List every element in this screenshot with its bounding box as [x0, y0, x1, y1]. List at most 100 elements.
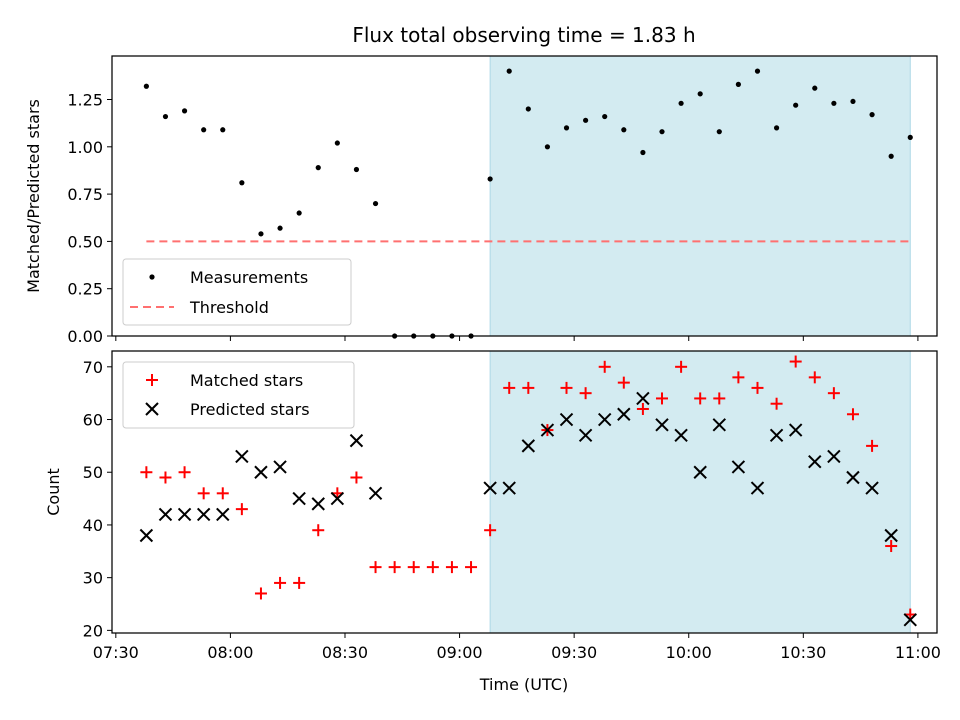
top-y-tick-label: 0.75 — [67, 185, 103, 204]
predicted-stars-point — [578, 428, 593, 443]
matched-stars-point — [369, 561, 382, 574]
bottom-y-tick-label: 60 — [83, 411, 103, 430]
matched-stars-point — [178, 466, 191, 479]
predicted-stars-point — [196, 507, 211, 522]
matched-stars-point — [751, 381, 764, 394]
measurement-point — [162, 113, 169, 120]
bottom-legend-box — [122, 361, 355, 429]
measurement-point — [659, 129, 665, 135]
measurement-point — [334, 140, 340, 146]
x-stroke-b — [636, 391, 650, 406]
matched-stars-point — [235, 503, 248, 516]
legend-matched-stars-label: Matched stars — [190, 371, 303, 390]
x-stroke-b — [769, 428, 784, 443]
x-stroke-b — [846, 470, 860, 485]
measurement-point — [850, 98, 856, 105]
predicted-stars-point — [216, 507, 230, 522]
measurement-point — [640, 149, 646, 156]
top-shaded-region-layer — [489, 55, 911, 337]
matched-stars-point — [254, 587, 267, 600]
measurement-point — [239, 180, 245, 186]
predicted-stars-point — [540, 423, 555, 437]
measurement-point — [716, 129, 722, 135]
predicted-stars-point — [349, 433, 364, 448]
measurement-point — [773, 125, 780, 131]
matched-stars-point — [579, 387, 592, 400]
matched-stars-point — [350, 471, 363, 484]
bottom-y-axis-label: Count — [44, 468, 63, 516]
top-legend: Measurements Threshold — [122, 258, 352, 326]
top-legend-box — [122, 258, 352, 326]
predicted-stars-point — [655, 418, 669, 432]
matched-stars-point — [445, 561, 458, 574]
x-stroke-b — [559, 412, 574, 427]
x-stroke-b — [292, 491, 306, 506]
x-stroke-b — [177, 507, 192, 522]
matched-stars-point — [426, 561, 439, 574]
predicted-stars-point — [368, 486, 383, 501]
matched-stars-point — [503, 381, 516, 394]
matched-stars-point — [885, 540, 898, 553]
top-y-tick-label: 0.00 — [67, 327, 103, 346]
matched-stars-point — [560, 381, 573, 394]
x-tick-label: 09:30 — [551, 643, 597, 662]
x-stroke-b — [788, 423, 803, 437]
measurement-point — [506, 68, 512, 74]
measurement-point — [583, 117, 589, 123]
predicted-stars-point — [769, 428, 784, 443]
predicted-stars-point — [750, 481, 765, 495]
matched-stars-point — [617, 376, 630, 389]
x-stroke-b — [731, 460, 746, 474]
x-axis-label: Time (UTC) — [479, 675, 568, 694]
x-tick-label: 08:00 — [207, 643, 253, 662]
measurement-point — [277, 225, 283, 231]
measurement-point — [754, 68, 761, 74]
top-y-tick-label: 0.25 — [67, 280, 103, 299]
matched-stars-point — [732, 371, 745, 384]
measurement-point — [793, 102, 799, 108]
x-stroke-b — [158, 507, 173, 522]
x-stroke-b — [521, 439, 536, 453]
x-stroke-b — [311, 497, 325, 511]
x-stroke-b — [598, 412, 612, 427]
x-stroke-b — [254, 465, 268, 479]
measurement-point — [181, 108, 188, 114]
measurement-point — [353, 166, 360, 173]
predicted-stars-point — [846, 470, 860, 485]
legend-matched-stars-marker — [146, 374, 158, 386]
x-stroke-b — [368, 486, 383, 501]
predicted-stars-point — [235, 449, 249, 464]
bottom-axes-frame — [111, 350, 938, 634]
predicted-stars-point — [693, 465, 707, 479]
matched-stars-point — [598, 360, 611, 373]
x-tick-label: 09:00 — [437, 643, 483, 662]
measurement-point — [487, 176, 493, 182]
legend-measurements-marker — [149, 274, 155, 280]
measurement-point — [258, 231, 264, 237]
legend-predicted-stars-marker — [145, 402, 159, 416]
measurement-point — [888, 153, 894, 159]
x-stroke-b — [578, 428, 593, 443]
matched-stars-point — [407, 561, 420, 574]
matched-stars-point — [866, 439, 879, 452]
top-marks-layer — [143, 68, 913, 339]
bottom-marks-layer — [139, 355, 917, 627]
matched-stars-point — [846, 408, 859, 421]
predicted-stars-point — [674, 428, 688, 443]
measurement-point — [563, 125, 570, 131]
x-stroke-b — [216, 507, 230, 522]
matched-stars-point — [293, 576, 306, 589]
matched-stars-point — [312, 524, 325, 537]
matched-stars-point — [770, 397, 783, 410]
top-y-tick-label: 0.50 — [67, 232, 103, 251]
x-tick-label: 10:30 — [780, 643, 826, 662]
bottom-panel: 20 30 40 50 60 70 07:30 08:00 08:30 09:00 09:30 10… — [44, 350, 941, 694]
top-panel: 0.00 0.25 0.50 0.75 1.00 1.25 Matched/Predict… — [24, 55, 938, 346]
top-shaded-interval — [489, 55, 911, 337]
x-stroke-b — [674, 428, 688, 443]
chart-title: Flux total observing time = 1.83 h — [352, 23, 695, 47]
predicted-stars-point — [788, 423, 803, 437]
x-stroke-b — [330, 491, 345, 506]
bottom-y-tick-label: 70 — [83, 358, 103, 377]
x-stroke-b — [655, 418, 669, 432]
